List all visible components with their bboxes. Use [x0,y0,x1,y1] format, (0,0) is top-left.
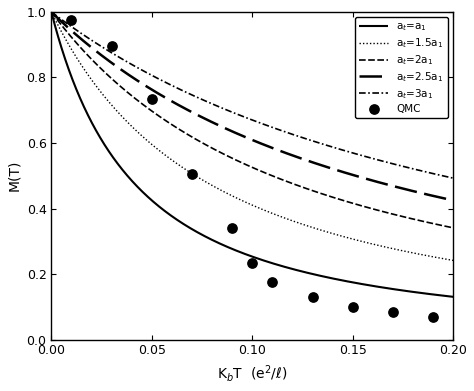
Point [309,294,316,300]
Point [148,96,155,102]
Point [349,304,356,310]
Y-axis label: M(T): M(T) [7,160,21,192]
Point [429,314,437,320]
Point [228,225,236,231]
Point [269,279,276,285]
Point [188,171,196,177]
X-axis label: K$_b$T  (e$^2$/$\ell$): K$_b$T (e$^2$/$\ell$) [217,363,287,384]
Point [108,43,115,50]
Legend: a$_t$=a$_1$, a$_t$=1.5a$_1$, a$_t$=2a$_1$, a$_t$=2.5a$_1$, a$_t$=3a$_1$, QMC: a$_t$=a$_1$, a$_t$=1.5a$_1$, a$_t$=2a$_1… [355,17,448,118]
Point [389,308,397,315]
Point [248,260,256,266]
Point [68,17,75,23]
